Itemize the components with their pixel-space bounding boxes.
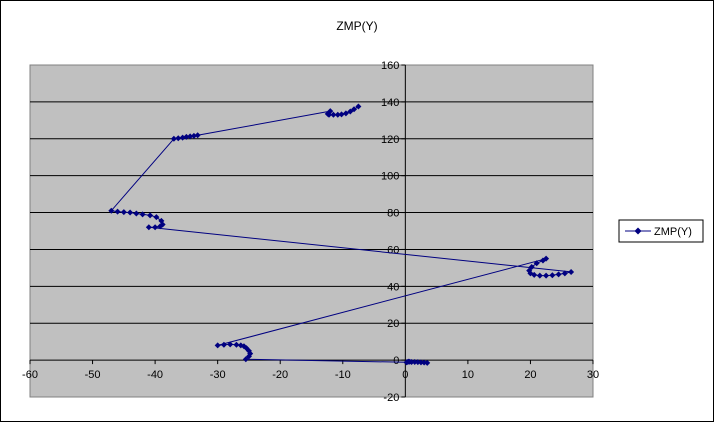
y-tick-label: 80 (387, 208, 399, 220)
x-tick-label: 20 (524, 369, 536, 381)
data-point (568, 268, 575, 275)
data-point (108, 207, 115, 214)
data-point (326, 111, 333, 118)
x-tick-label: -50 (85, 369, 101, 381)
data-point (549, 272, 556, 279)
plot-area (29, 64, 594, 398)
y-tick-label: 20 (387, 318, 399, 330)
data-point (139, 211, 146, 218)
data-point (543, 272, 550, 279)
data-point (152, 224, 159, 231)
data-point (227, 341, 234, 348)
chart-title: ZMP(Y) (336, 19, 377, 33)
legend: ZMP(Y) (618, 219, 704, 243)
data-point (351, 106, 358, 113)
data-point (158, 217, 165, 224)
data-point (183, 133, 190, 140)
data-point (531, 271, 538, 278)
data-point (179, 134, 186, 141)
data-point (237, 342, 244, 349)
data-point (539, 257, 546, 264)
y-tick-label: 100 (381, 171, 399, 183)
x-tick-labels: -60 -50 -40 -30 -20 -10 0 10 20 30 (22, 369, 599, 381)
data-point (334, 111, 341, 118)
data-point (175, 135, 182, 142)
data-point (555, 271, 562, 278)
x-tick-label: 30 (587, 369, 599, 381)
data-point (528, 263, 535, 270)
x-tick-label: -60 (22, 369, 38, 381)
data-point (133, 210, 140, 217)
data-point (411, 358, 418, 365)
y-tick-label: 0 (393, 355, 399, 367)
data-point (561, 270, 568, 277)
y-tick-label: 140 (381, 97, 399, 109)
data-point (355, 103, 362, 110)
legend-label: ZMP(Y) (654, 226, 692, 238)
data-point (147, 212, 154, 219)
x-tick-label: 0 (402, 369, 408, 381)
data-point (342, 110, 349, 117)
data-point (190, 132, 197, 139)
legend-box (618, 219, 704, 243)
data-point (233, 341, 240, 348)
data-point (153, 214, 160, 221)
x-tick-label: -20 (272, 369, 288, 381)
y-tick-label: 60 (387, 244, 399, 256)
data-point (536, 272, 543, 279)
y-tick-label: 120 (381, 134, 399, 146)
data-point (214, 342, 221, 349)
data-point (127, 209, 134, 216)
data-point (338, 111, 345, 118)
data-point (187, 133, 194, 140)
legend-swatch-marker (634, 227, 642, 235)
series-layer (108, 103, 575, 366)
y-tick-label: -20 (383, 392, 399, 404)
x-tick-label: -10 (335, 369, 351, 381)
grid-lines (30, 101, 593, 324)
x-tick-label: -30 (210, 369, 226, 381)
y-tick-label: 40 (387, 281, 399, 293)
data-point (120, 209, 127, 216)
data-point (170, 135, 177, 142)
data-point (330, 111, 337, 118)
data-point (194, 132, 201, 139)
x-tick-label: -40 (147, 369, 163, 381)
x-tick-label: 10 (462, 369, 474, 381)
data-point (114, 208, 121, 215)
data-point (403, 359, 410, 366)
data-point (533, 260, 540, 267)
data-point (145, 224, 152, 231)
y-tick-label: 160 (381, 60, 399, 72)
data-point (220, 341, 227, 348)
